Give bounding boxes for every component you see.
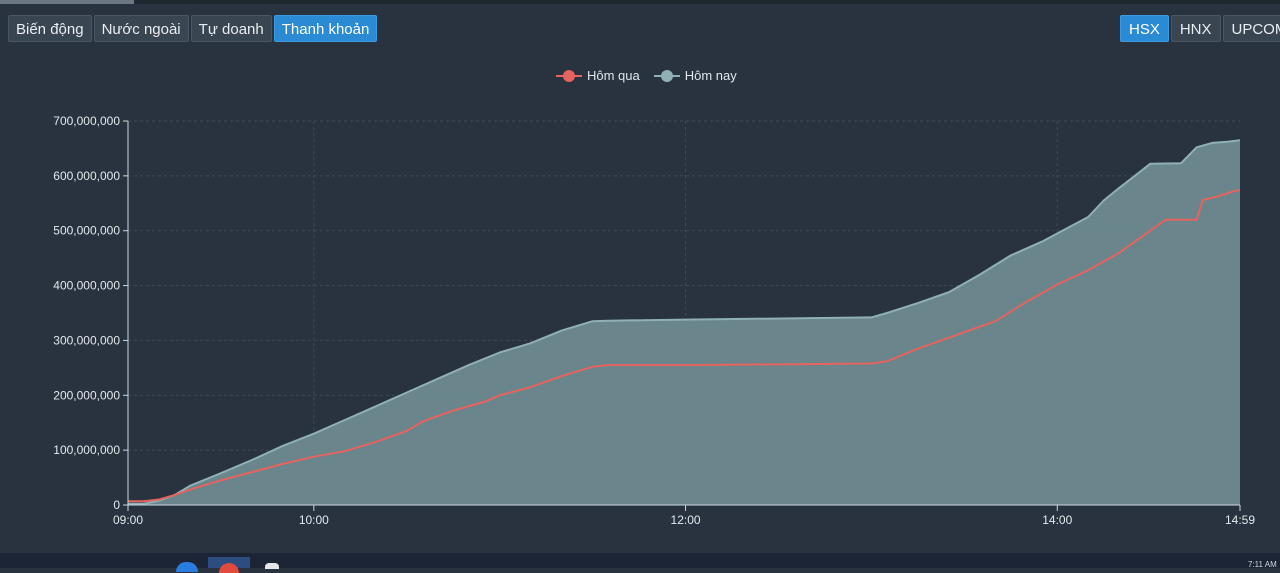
x-tick-label: 10:00: [299, 513, 329, 527]
y-tick-label: 0: [113, 498, 120, 512]
exchange-tabs: HSX HNX UPCOM: [1120, 15, 1280, 42]
y-tick-label: 400,000,000: [53, 279, 120, 293]
exchange-hsx-button[interactable]: HSX: [1120, 15, 1169, 42]
taskbar-file-icon[interactable]: [265, 563, 279, 569]
x-axis-labels: 09:00 10:00 12:00 14:00 14:59: [113, 513, 1255, 527]
top-divider: [0, 0, 1280, 4]
exchange-upcom-button[interactable]: UPCOM: [1222, 15, 1280, 42]
exchange-hnx-button[interactable]: HNX: [1170, 15, 1221, 42]
top-divider-accent: [0, 0, 134, 4]
tab-thanh-khoan[interactable]: Thanh khoản: [273, 15, 378, 42]
system-clock: 7:11 AM: [1248, 560, 1277, 569]
legend-item-hom-nay[interactable]: Hôm nay: [653, 68, 737, 83]
chart-legend: Hôm qua Hôm nay: [556, 68, 751, 83]
taskbar-app-icon[interactable]: [176, 562, 198, 572]
series-line-hom-nay: [128, 139, 1241, 505]
tab-nuoc-ngoai[interactable]: Nước ngoài: [93, 15, 189, 42]
taskbar-active-app[interactable]: [208, 557, 250, 568]
y-axis-labels: 0 100,000,000 200,000,000 300,000,000 400,00…: [53, 114, 120, 512]
y-tick-label: 500,000,000: [53, 224, 120, 238]
legend-symbol-hom-nay: [653, 69, 680, 83]
x-tick-label: 12:00: [671, 513, 701, 527]
x-tick-label: 14:59: [1225, 513, 1255, 527]
chart-lines: [128, 139, 1241, 505]
area-hom-qua: [128, 190, 1240, 505]
area-hom-nay: [128, 140, 1240, 505]
chart-axes: [123, 120, 1241, 511]
legend-label-hom-nay: Hôm nay: [684, 68, 737, 83]
y-tick-label: 100,000,000: [53, 443, 120, 457]
tab-bien-dong[interactable]: Biến động: [8, 15, 92, 42]
y-tick-label: 300,000,000: [53, 333, 120, 347]
x-tick-label: 14:00: [1042, 513, 1072, 527]
view-tabs: Biến động Nước ngoài Tự doanh Thanh khoả…: [8, 15, 378, 42]
series-line-hom-qua: [128, 189, 1241, 503]
legend-symbol-hom-qua: [556, 69, 582, 83]
os-taskbar: [0, 553, 1280, 568]
y-tick-label: 600,000,000: [53, 169, 120, 183]
x-tick-label: 09:00: [113, 513, 143, 527]
tab-tu-doanh[interactable]: Tự doanh: [190, 15, 272, 42]
y-tick-label: 200,000,000: [53, 388, 120, 402]
legend-label-hom-qua: Hôm qua: [587, 68, 640, 83]
legend-item-hom-qua[interactable]: Hôm qua: [556, 68, 640, 83]
chart-areas: [128, 140, 1240, 505]
y-tick-label: 700,000,000: [53, 114, 120, 128]
